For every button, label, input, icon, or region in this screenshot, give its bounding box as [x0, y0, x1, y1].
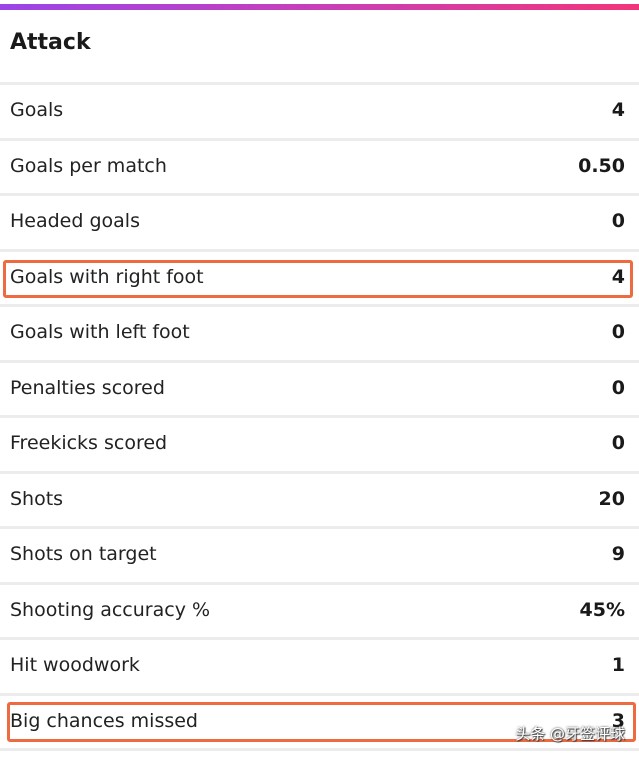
- stat-label: Penalties scored: [10, 376, 165, 399]
- stat-label: Freekicks scored: [10, 432, 168, 454]
- stat-row: Shots 20: [0, 474, 639, 529]
- stat-row: Goals per match 0.50: [0, 141, 639, 196]
- stat-row: Freekicks scored 0: [0, 418, 639, 474]
- stat-value: 9: [611, 543, 625, 565]
- stat-row: Goals 4: [0, 85, 639, 141]
- stat-label: Shots on target: [10, 543, 157, 565]
- stat-row: Shots on target 9: [0, 529, 639, 585]
- stat-value: 0: [611, 321, 625, 343]
- stat-value: 4: [611, 99, 625, 121]
- stat-row: Big chances missed 3: [0, 696, 639, 751]
- stat-label: Hit woodwork: [10, 654, 140, 676]
- stat-value: 0: [611, 376, 625, 399]
- divider: [0, 82, 639, 85]
- section-title: Attack: [10, 30, 91, 55]
- stat-value: 3: [611, 709, 625, 732]
- watermark: 头条 @牙签评球: [515, 725, 625, 743]
- stat-label: Goals: [10, 99, 64, 121]
- stat-row: Shooting accuracy % 45%: [0, 585, 639, 640]
- stat-label: Shooting accuracy %: [10, 598, 211, 621]
- stat-row: Goals with right foot 4: [0, 252, 639, 307]
- stat-label: Shots: [10, 487, 64, 510]
- stat-value: 0: [611, 210, 625, 232]
- stat-value: 20: [598, 487, 625, 510]
- stat-label: Big chances missed: [10, 709, 198, 732]
- stat-row: Headed goals 0: [0, 196, 639, 252]
- highlight-box: [7, 702, 636, 742]
- stat-label: Goals with right foot: [10, 265, 204, 288]
- stat-label: Goals with left foot: [10, 321, 190, 343]
- stat-label: Goals per match: [10, 154, 167, 177]
- stat-row: Goals with left foot 0: [0, 307, 639, 363]
- stat-value: 45%: [579, 598, 625, 621]
- stat-label: Headed goals: [10, 210, 140, 232]
- accent-gradient-bar: [0, 4, 639, 10]
- stat-value: 0.50: [578, 154, 625, 177]
- highlight-box: [3, 260, 633, 298]
- stat-row: Hit woodwork 1: [0, 640, 639, 696]
- stat-value: 4: [611, 265, 625, 288]
- stat-value: 0: [611, 432, 625, 454]
- stat-value: 1: [611, 654, 625, 676]
- stat-row: Penalties scored 0: [0, 363, 639, 418]
